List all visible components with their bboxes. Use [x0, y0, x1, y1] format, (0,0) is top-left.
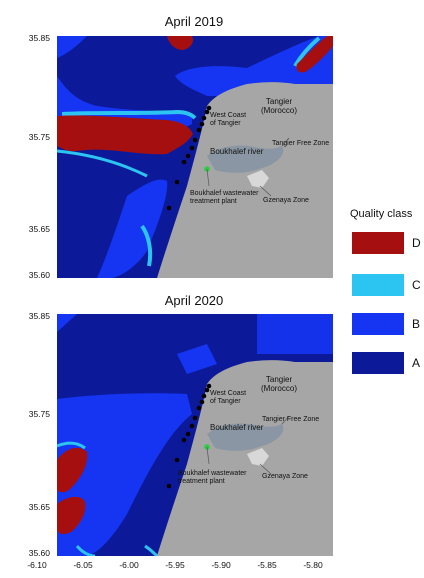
- label-river-2019: Boukhalef river: [210, 147, 264, 156]
- legend-swatch-d: [352, 232, 404, 254]
- x-tick-label: -5.90: [211, 560, 231, 570]
- sampling-points: [166, 383, 212, 489]
- map-2020: [57, 314, 333, 556]
- y-tick-label: 35.60: [28, 270, 50, 280]
- legend-label-b: B: [412, 317, 421, 331]
- map-title-2019: April 2019: [164, 14, 224, 29]
- map-title-2020: April 2020: [164, 293, 224, 308]
- legend-swatch-c: [352, 274, 404, 296]
- legend-label-c: C: [412, 278, 421, 292]
- label-west-coast-2020: West Coast of Tangier: [210, 390, 247, 405]
- label-tangier-2020: Tangier (Morocco): [260, 375, 297, 393]
- label-gzenaya-2019: Gzenaya Zone: [263, 197, 309, 204]
- x-tick-label: -6.05: [73, 560, 93, 570]
- legend-swatch-b: [352, 313, 404, 335]
- label-plant-2019: Boukhalef wastewater treatment plant: [190, 190, 259, 205]
- x-tick-label: -5.85: [257, 560, 277, 570]
- x-tick-label: -5.80: [303, 560, 323, 570]
- label-tangier-2019: Tangier (Morocco): [260, 97, 297, 115]
- map-2019: [57, 36, 333, 278]
- legend-title: Quality class: [350, 208, 413, 220]
- legend-label-d: D: [412, 236, 421, 250]
- y-tick-label: 35.85: [28, 33, 50, 43]
- x-tick-label: -6.10: [27, 560, 47, 570]
- x-tick-label: -6.00: [119, 560, 139, 570]
- legend-swatch-a: [352, 352, 404, 374]
- y-tick-label: 35.85: [28, 311, 50, 321]
- y-tick-label: 35.65: [28, 224, 50, 234]
- label-plant-2020: Boukhalef wastewater treatment plant: [178, 470, 247, 485]
- x-tick-label: -5.95: [165, 560, 185, 570]
- label-free-zone-2020: Tangier Free Zone: [262, 416, 320, 423]
- label-west-coast-2019: West Coast of Tangier: [210, 112, 247, 127]
- sampling-points: [166, 105, 212, 211]
- label-free-zone-2019: Tangier Free Zone: [272, 140, 330, 147]
- legend-label-a: A: [412, 356, 421, 370]
- label-river-2020: Boukhalef river: [210, 423, 264, 432]
- y-tick-label: 35.65: [28, 502, 50, 512]
- y-tick-label: 35.60: [28, 548, 50, 558]
- y-tick-label: 35.75: [28, 132, 50, 142]
- label-gzenaya-2020: Gzenaya Zone: [262, 473, 308, 480]
- y-tick-label: 35.75: [28, 409, 50, 419]
